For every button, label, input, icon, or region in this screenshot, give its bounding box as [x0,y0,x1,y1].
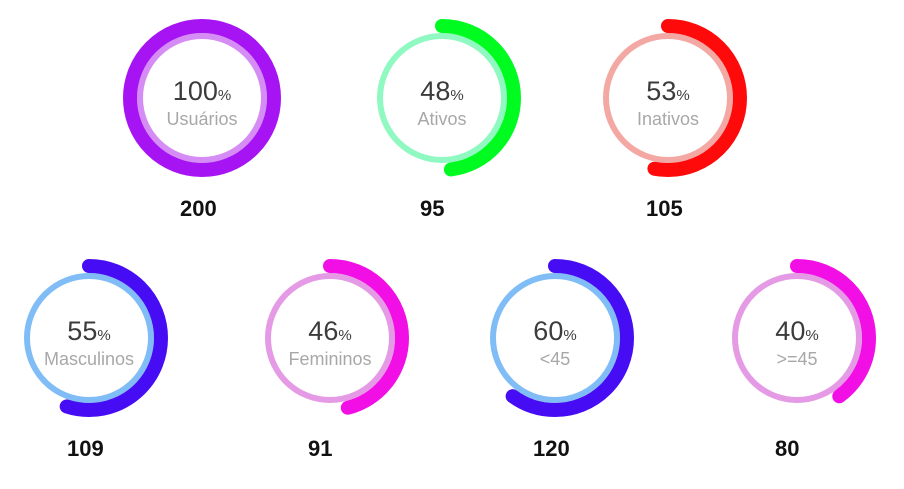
gauge-maior-45-progress-arc [718,259,876,417]
gauge-inativos: 53% Inativos 105 [588,18,748,243]
gauge-maior-45-ring [718,259,876,417]
gauge-ativos-percent: 48 [420,76,451,106]
percent-sign: % [217,87,232,104]
percent-sign: % [563,327,577,344]
gauge-masculinos-progress-arc [10,259,168,417]
gauge-inativos-progress-arc [589,19,747,177]
gauge-masculinos-count: 109 [67,436,104,461]
gauge-menor-45-label: <45 [539,349,571,369]
percent-sign: % [805,327,819,344]
gauge-femininos-percent: 46 [308,316,339,346]
gauge-ativos-count: 95 [420,196,445,221]
gauge-usuarios-label: Usuários [166,109,238,129]
gauge-usuarios-count: 200 [180,196,217,221]
gauge-femininos: 46% Femininos 91 [250,258,410,483]
gauge-usuarios-percent: 100 [172,76,218,106]
gauge-menor-45-percent: 60 [533,316,564,346]
percent-sign: % [676,87,690,104]
gauge-maior-45: 40% >=45 80 [717,258,877,483]
gauge-inativos-percent: 53 [646,76,677,106]
gauge-inativos-inner-ring [603,33,733,163]
gauge-inativos-count: 105 [646,196,683,221]
gauge-masculinos-ring [10,259,168,417]
gauge-menor-45-inner-ring [490,273,620,403]
gauge-usuarios-inner-ring [137,33,267,163]
gauge-maior-45-count: 80 [775,436,800,461]
gauge-masculinos-label: Masculinos [43,349,135,369]
gauge-femininos-inner-ring [265,273,395,403]
gauge-usuarios: 100% Usuários 200 [122,18,282,243]
gauge-inativos-label: Inativos [636,109,700,129]
percent-sign: % [338,327,352,344]
gauge-ativos-progress-arc [363,19,521,177]
gauge-maior-45-percent: 40 [775,316,806,346]
gauge-femininos-ring [251,259,409,417]
gauge-menor-45-progress-arc [476,259,634,417]
gauge-femininos-label: Femininos [288,349,372,369]
gauge-usuarios-ring [123,19,281,177]
gauge-menor-45-ring [476,259,634,417]
gauge-ativos-ring [363,19,521,177]
gauge-ativos: 48% Ativos 95 [362,18,522,243]
percent-sign: % [450,87,464,104]
gauge-inativos-ring [589,19,747,177]
gauge-ativos-inner-ring [377,33,507,163]
gauge-menor-45-count: 120 [533,436,570,461]
gauge-masculinos: 55% Masculinos 109 [9,258,169,483]
gauge-masculinos-inner-ring [24,273,154,403]
percent-sign: % [97,327,111,344]
gauge-maior-45-inner-ring [732,273,862,403]
gauge-ativos-label: Ativos [417,109,467,129]
gauge-masculinos-percent: 55 [67,316,98,346]
gauge-femininos-count: 91 [308,436,333,461]
gauge-menor-45: 60% <45 120 [475,258,635,483]
gauge-maior-45-label: >=45 [776,349,818,369]
gauge-usuarios-progress-arc [123,19,281,177]
gauge-femininos-progress-arc [251,259,409,417]
